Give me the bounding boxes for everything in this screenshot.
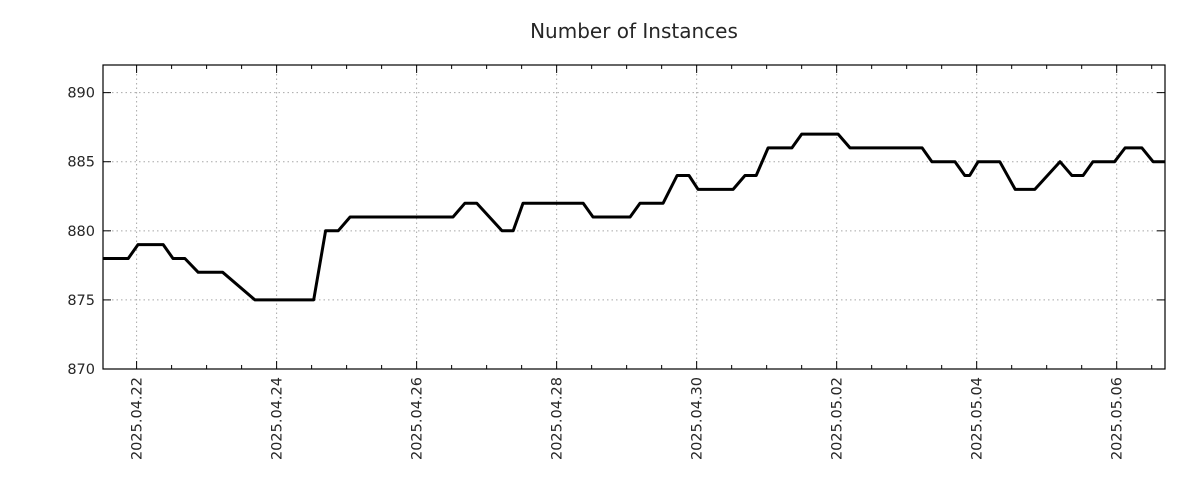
x-tick-label: 2025.04.24 [270, 377, 286, 460]
x-tick-label: 2025.04.22 [130, 377, 146, 460]
y-tick-label: 870 [67, 362, 95, 378]
x-tick-label: 2025.04.26 [410, 377, 426, 460]
x-tick-label: 2025.05.06 [1110, 377, 1126, 460]
y-tick-label: 890 [67, 86, 95, 102]
x-tick-label: 2025.05.02 [830, 377, 846, 460]
chart-title: Number of Instances [530, 19, 738, 43]
plot-border [102, 64, 1166, 370]
y-tick-label: 875 [67, 293, 95, 309]
x-tick-label: 2025.05.04 [970, 377, 986, 460]
x-tick-label: 2025.04.28 [550, 377, 566, 460]
y-tick-label: 885 [67, 155, 95, 171]
x-tick-label: 2025.04.30 [690, 377, 706, 460]
y-tick-label: 880 [67, 224, 95, 240]
series-line-instances [103, 132, 1165, 302]
